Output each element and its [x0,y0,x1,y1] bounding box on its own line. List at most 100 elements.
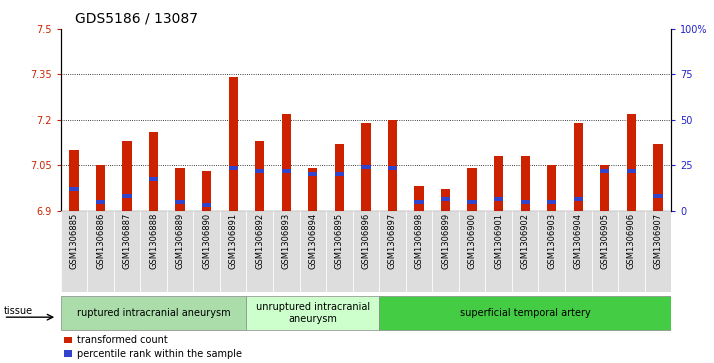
Bar [69,150,79,211]
Text: GSM1306895: GSM1306895 [335,213,344,269]
Bar [494,197,503,201]
Text: GDS5186 / 13087: GDS5186 / 13087 [75,11,198,25]
Text: percentile rank within the sample: percentile rank within the sample [77,348,242,359]
FancyBboxPatch shape [645,211,671,292]
Text: GSM1306896: GSM1306896 [361,213,371,269]
Text: GSM1306894: GSM1306894 [308,213,317,269]
FancyBboxPatch shape [141,211,167,292]
Text: GSM1306887: GSM1306887 [123,213,131,269]
Bar [521,200,530,204]
FancyBboxPatch shape [61,211,87,292]
Text: GSM1306906: GSM1306906 [627,213,636,269]
FancyBboxPatch shape [61,296,246,330]
Bar [441,197,451,201]
FancyBboxPatch shape [591,211,618,292]
Text: GSM1306903: GSM1306903 [547,213,556,269]
Bar [361,165,371,169]
Bar [468,200,477,204]
Bar [547,200,556,204]
FancyBboxPatch shape [326,211,353,292]
FancyBboxPatch shape [193,211,220,292]
Bar [281,169,291,172]
Bar [547,165,556,211]
Text: GSM1306897: GSM1306897 [388,213,397,269]
Bar [64,337,72,343]
FancyBboxPatch shape [87,211,114,292]
FancyBboxPatch shape [167,211,193,292]
Text: GSM1306905: GSM1306905 [600,213,609,269]
Bar [149,177,159,181]
FancyBboxPatch shape [618,211,645,292]
Bar [228,77,238,211]
Bar [653,194,663,198]
Bar [69,187,79,191]
Bar [96,165,105,211]
FancyBboxPatch shape [379,296,671,330]
Bar [414,200,423,204]
Bar [202,203,211,207]
Bar [468,168,477,211]
Text: GSM1306891: GSM1306891 [228,213,238,269]
Bar [281,114,291,211]
Text: transformed count: transformed count [77,335,168,344]
Text: GSM1306901: GSM1306901 [494,213,503,269]
Text: GSM1306900: GSM1306900 [468,213,476,269]
Text: GSM1306898: GSM1306898 [415,213,423,269]
FancyBboxPatch shape [246,296,379,330]
Bar [176,168,185,211]
Bar [653,144,663,211]
Bar [308,172,318,176]
FancyBboxPatch shape [114,211,141,292]
FancyBboxPatch shape [512,211,538,292]
FancyBboxPatch shape [220,211,246,292]
Text: GSM1306893: GSM1306893 [282,213,291,269]
Text: superficial temporal artery: superficial temporal artery [460,308,590,318]
Bar [627,169,636,172]
Bar [441,189,451,211]
Bar [122,194,131,198]
Bar [521,156,530,211]
FancyBboxPatch shape [273,211,300,292]
FancyBboxPatch shape [300,211,326,292]
FancyBboxPatch shape [379,211,406,292]
Bar [627,114,636,211]
Bar [388,166,397,170]
Text: unruptured intracranial
aneurysm: unruptured intracranial aneurysm [256,302,370,324]
Bar [335,144,344,211]
FancyBboxPatch shape [353,211,379,292]
FancyBboxPatch shape [565,211,591,292]
FancyBboxPatch shape [486,211,512,292]
Bar [308,168,318,211]
Text: GSM1306888: GSM1306888 [149,213,158,269]
Text: GSM1306902: GSM1306902 [521,213,530,269]
Text: GSM1306892: GSM1306892 [256,213,264,269]
Text: GSM1306904: GSM1306904 [574,213,583,269]
Bar [573,123,583,211]
Bar [255,169,264,172]
FancyBboxPatch shape [538,211,565,292]
Bar [202,171,211,211]
Text: GSM1306907: GSM1306907 [653,213,663,269]
Text: GSM1306899: GSM1306899 [441,213,450,269]
Bar [122,141,131,211]
Bar [335,172,344,176]
Bar [64,351,72,356]
Bar [573,197,583,201]
Bar [494,156,503,211]
FancyBboxPatch shape [246,211,273,292]
Text: GSM1306886: GSM1306886 [96,213,105,269]
Bar [255,141,264,211]
FancyBboxPatch shape [459,211,486,292]
Bar [600,169,610,172]
Bar [96,200,105,204]
Bar [600,165,610,211]
FancyBboxPatch shape [432,211,459,292]
Bar [414,186,423,211]
Text: ruptured intracranial aneurysm: ruptured intracranial aneurysm [77,308,231,318]
Bar [228,166,238,170]
Bar [388,120,397,211]
Bar [361,123,371,211]
Text: GSM1306890: GSM1306890 [202,213,211,269]
Bar [176,200,185,204]
Text: GSM1306885: GSM1306885 [69,213,79,269]
